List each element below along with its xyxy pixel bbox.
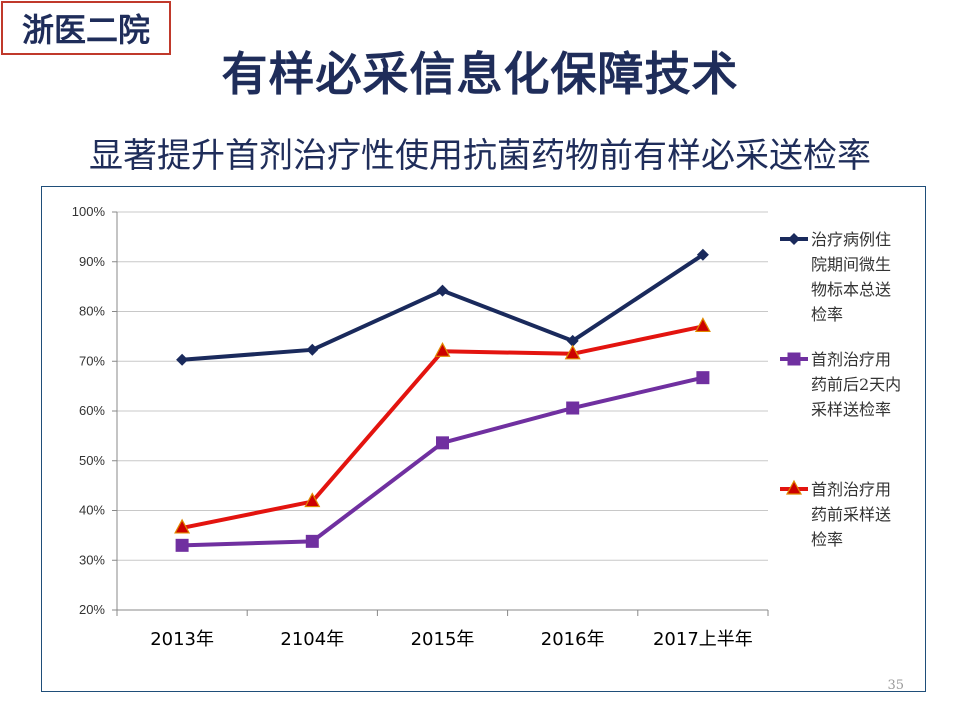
series-line (182, 375, 704, 548)
legend-swatch-marker (787, 352, 801, 366)
legend-label: 检率 (811, 305, 843, 324)
legend-label: 治疗病例住 (811, 230, 891, 249)
legend-label: 院期间微生 (811, 255, 891, 274)
data-point (694, 317, 711, 333)
y-tick-label: 70% (79, 353, 105, 368)
chart-frame: 20% 30% 40% 50% 60% 70% 80% 90% 100% 2013年 2104年 20… (41, 186, 926, 692)
page-number: 35 (887, 678, 904, 693)
data-point (304, 492, 321, 508)
y-tick-label: 80% (79, 304, 105, 319)
y-tick-label: 100% (72, 204, 106, 219)
legend-label: 药前后2天内 (811, 375, 901, 394)
data-point (436, 284, 449, 297)
x-tick-label: 2104年 (280, 629, 344, 650)
x-tick-label: 2016年 (541, 629, 605, 650)
data-point (174, 518, 191, 534)
y-tick-label: 30% (79, 552, 105, 567)
legend-label: 采样送检率 (811, 400, 891, 419)
y-tick-label: 60% (79, 403, 105, 418)
legend-label: 药前采样送 (811, 505, 891, 524)
legend-swatch-marker (788, 233, 800, 245)
data-point (176, 353, 189, 366)
data-point (175, 538, 189, 552)
data-point (306, 343, 319, 356)
legend-label: 检率 (811, 530, 843, 549)
data-point (434, 342, 451, 357)
y-tick-label: 40% (79, 503, 105, 518)
page-title: 有样必采信息化保障技术 (221, 47, 739, 101)
hospital-badge: 浙医二院 (1, 1, 171, 55)
data-point (436, 436, 449, 450)
data-point (696, 371, 710, 385)
data-point (696, 248, 709, 261)
x-tick-label: 2013年 (150, 629, 214, 650)
x-tick-label: 2015年 (411, 629, 475, 650)
y-tick-label: 90% (79, 254, 105, 269)
legend-swatch-marker (785, 479, 803, 495)
legend-label: 物标本总送 (811, 280, 891, 299)
legend-label: 首剂治疗用 (811, 480, 891, 499)
y-tick-label: 50% (79, 453, 105, 468)
x-tick-label: 2017上半年 (653, 629, 753, 650)
data-point (566, 401, 580, 415)
data-point (564, 344, 581, 360)
data-point (305, 534, 319, 548)
legend-label: 首剂治疗用 (811, 350, 891, 369)
data-point (566, 334, 579, 347)
line-chart: 20% 30% 40% 50% 60% 70% 80% 90% 100% 2013年 2104年 20… (72, 204, 901, 650)
y-tick-label: 20% (79, 602, 105, 617)
page-subtitle: 显著提升首剂治疗性使用抗菌药物前有样必采送检率 (89, 136, 871, 176)
